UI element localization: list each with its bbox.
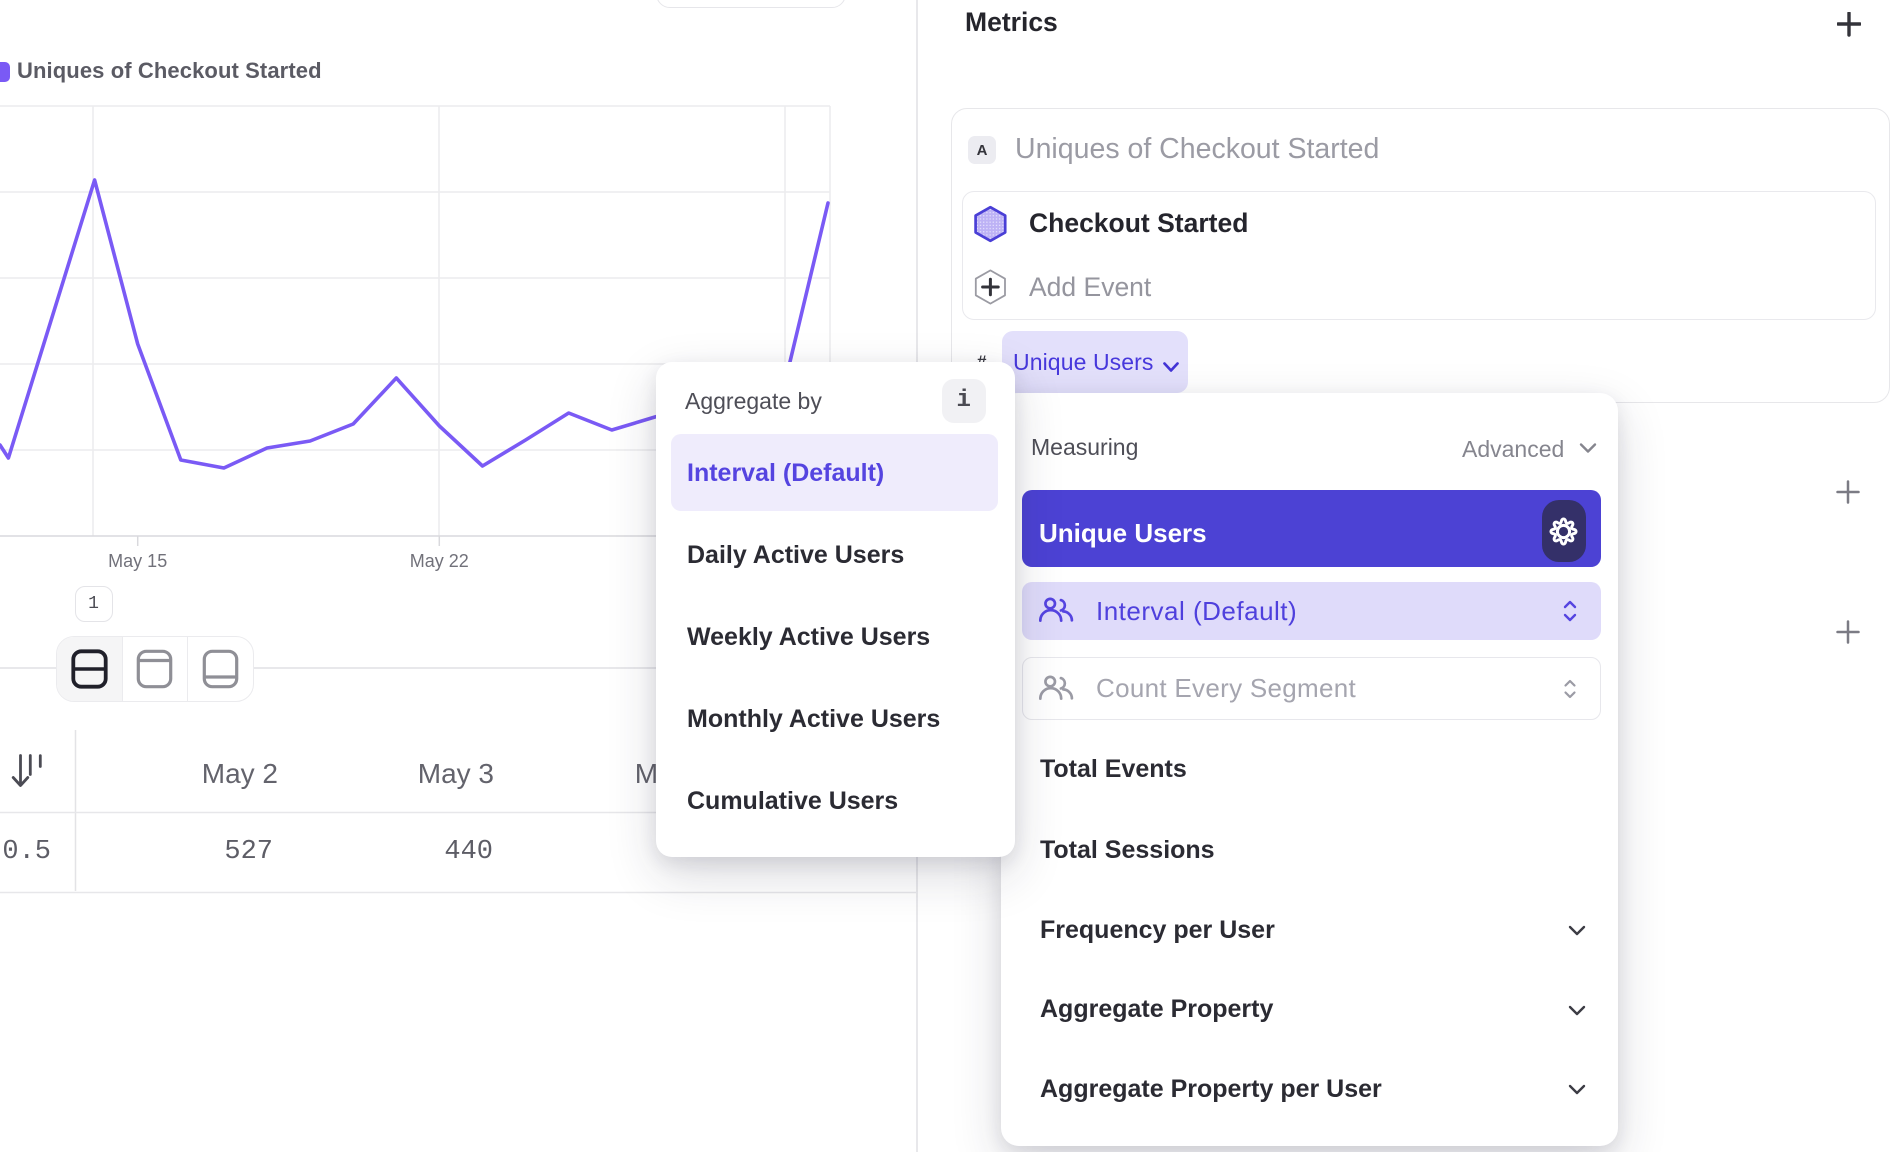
svg-text:527: 527 [224,837,273,867]
svg-text:May 2: May 2 [202,758,278,789]
svg-text:May 3: May 3 [418,758,494,789]
svg-text:May 15: May 15 [108,551,167,571]
svg-text:440: 440 [444,837,493,867]
svg-text:May 22: May 22 [410,551,469,571]
svg-text:0.5: 0.5 [2,837,51,867]
